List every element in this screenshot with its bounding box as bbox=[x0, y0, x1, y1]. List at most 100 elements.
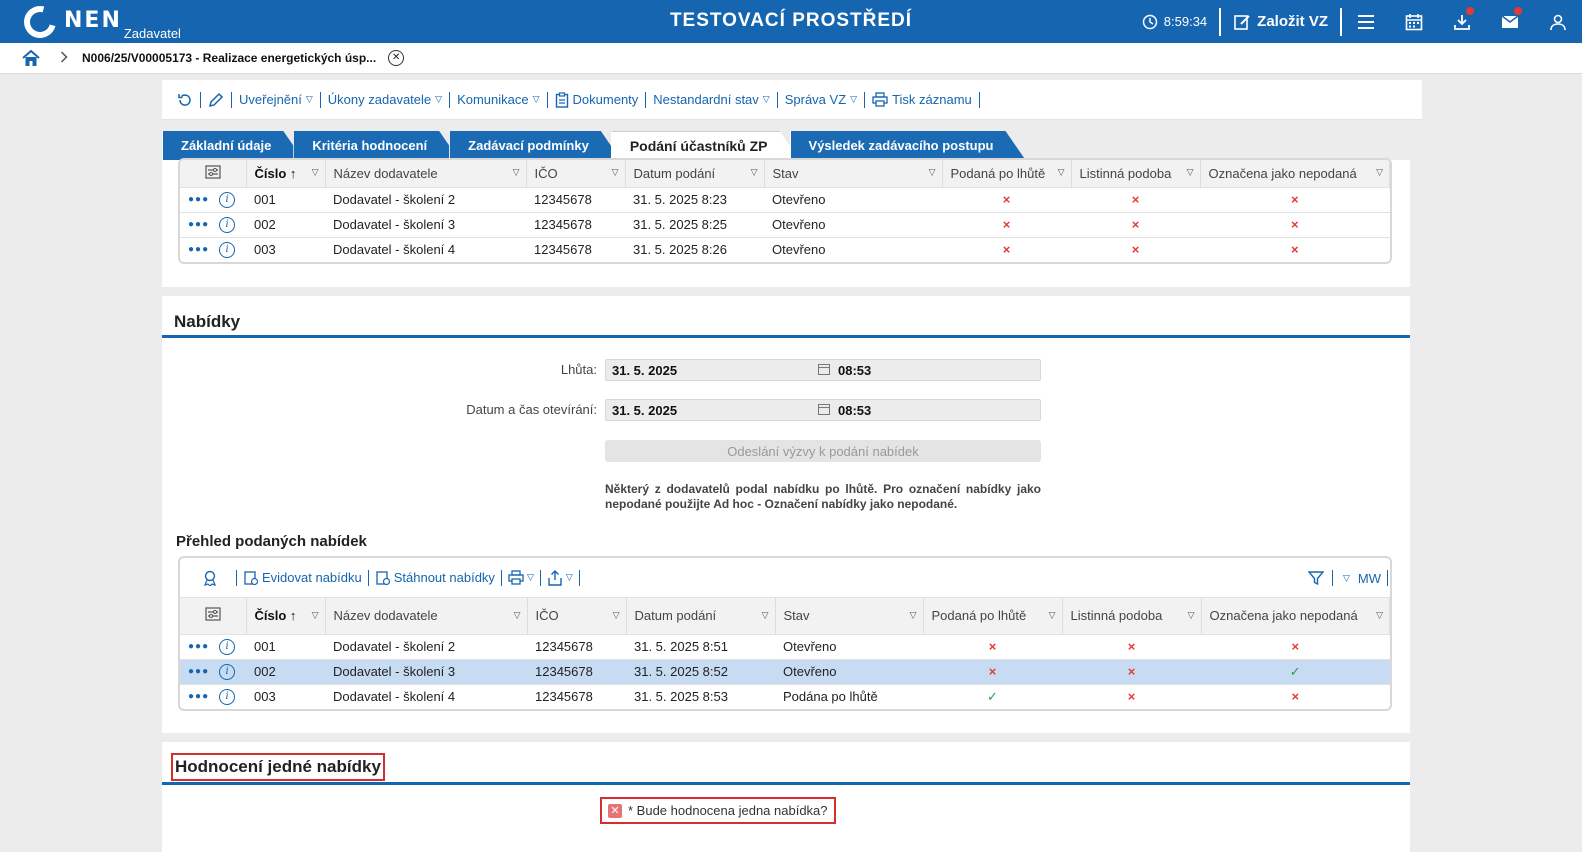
filter-icon[interactable]: ▽ bbox=[311, 610, 319, 620]
documents-button[interactable]: Dokumenty bbox=[548, 91, 647, 108]
column-state[interactable]: Stav ▽ bbox=[764, 160, 943, 187]
mw-menu[interactable]: ▽ MW bbox=[1333, 570, 1388, 586]
filter-icon[interactable]: ▽ bbox=[909, 610, 917, 620]
calendar-button[interactable] bbox=[1390, 0, 1438, 43]
tab-participant-submissions[interactable]: Podání účastníků ZP bbox=[611, 131, 800, 160]
award-icon bbox=[203, 570, 217, 586]
filter-icon[interactable]: ▽ bbox=[1187, 610, 1195, 620]
column-late[interactable]: Podaná po lhůtě ▽ bbox=[942, 160, 1072, 187]
breadcrumb-contract[interactable]: N006/25/V00005173 - Realizace energetick… bbox=[82, 51, 377, 65]
download-offers-button[interactable]: Stáhnout nabídky bbox=[369, 569, 502, 586]
nen-logo[interactable]: NEN Zadavatel bbox=[18, 0, 181, 44]
management-menu[interactable]: Správa VZ ▽ bbox=[778, 91, 866, 108]
tab-basic-info[interactable]: Základní údaje bbox=[162, 131, 303, 160]
row-menu-icon[interactable]: ●●● bbox=[188, 691, 210, 703]
column-number[interactable]: Číslo ↑ ▽ bbox=[246, 160, 326, 187]
filter-icon[interactable]: ▽ bbox=[311, 167, 319, 177]
communication-menu[interactable]: Komunikace ▽ bbox=[450, 91, 548, 108]
refresh-button[interactable] bbox=[170, 91, 201, 108]
filter-icon[interactable]: ▽ bbox=[513, 610, 521, 620]
actions-toolbar: Uveřejnění ▽ Úkony zadavatele ▽ Komunikace… bbox=[162, 80, 1422, 120]
acts-menu[interactable]: Úkony zadavatele ▽ bbox=[321, 91, 451, 108]
cross-icon: × bbox=[1127, 664, 1136, 679]
edit-button[interactable] bbox=[201, 91, 232, 108]
downloads-button[interactable] bbox=[1438, 0, 1486, 43]
column-late[interactable]: Podaná po lhůtě ▽ bbox=[923, 598, 1063, 634]
deadline-row: Lhůta: 31. 5. 2025 08:53 bbox=[162, 359, 1410, 381]
filter-button[interactable] bbox=[1300, 570, 1333, 586]
calendar-icon[interactable] bbox=[818, 363, 830, 378]
table-row[interactable]: ●●● i 003 Dodavatel - školení 4 12345678 … bbox=[180, 683, 1390, 709]
column-date[interactable]: Datum podání ▽ bbox=[625, 160, 765, 187]
column-supplier[interactable]: Název dodavatele ▽ bbox=[325, 160, 527, 187]
nonstandard-menu[interactable]: Nestandardní stav ▽ bbox=[646, 91, 778, 108]
table-row[interactable]: ●●● i 001 Dodavatel - školení 2 12345678 … bbox=[180, 186, 1390, 212]
send-invitation-button[interactable]: Odeslání výzvy k podání nabídek bbox=[605, 440, 1041, 462]
tab-tender-conditions[interactable]: Zadávací podmínky bbox=[449, 131, 621, 160]
row-menu-icon[interactable]: ●●● bbox=[188, 641, 210, 652]
tab-procedure-result[interactable]: Výsledek zadávacího postupu bbox=[790, 131, 1026, 160]
info-icon[interactable]: i bbox=[219, 191, 236, 208]
row-menu-icon[interactable]: ●●● bbox=[188, 219, 210, 230]
messages-button[interactable] bbox=[1486, 0, 1534, 43]
export-icon bbox=[548, 569, 562, 586]
calendar-icon[interactable] bbox=[818, 403, 830, 418]
info-icon[interactable]: i bbox=[219, 241, 236, 258]
table-row[interactable]: ●●● i 001 Dodavatel - školení 2 12345678 … bbox=[180, 633, 1390, 659]
export-menu[interactable]: ▽ bbox=[541, 569, 580, 586]
filter-icon[interactable]: ▽ bbox=[1186, 167, 1194, 177]
row-menu-icon[interactable]: ●●● bbox=[188, 666, 210, 677]
column-ico[interactable]: IČO ▽ bbox=[526, 160, 626, 187]
column-settings[interactable] bbox=[180, 598, 247, 634]
filter-icon[interactable]: ▽ bbox=[512, 167, 520, 177]
info-icon[interactable]: i bbox=[219, 688, 236, 705]
logo-text: NEN bbox=[64, 8, 122, 33]
create-contract-button[interactable]: Založit VZ bbox=[1221, 13, 1340, 31]
info-icon[interactable]: i bbox=[219, 663, 236, 680]
column-ico[interactable]: IČO ▽ bbox=[527, 598, 627, 634]
filter-icon[interactable]: ▽ bbox=[1048, 610, 1056, 620]
home-button[interactable] bbox=[22, 49, 40, 67]
column-marked[interactable]: Označena jako nepodaná ▽ bbox=[1201, 598, 1390, 634]
filter-icon[interactable]: ▽ bbox=[928, 167, 936, 177]
opening-field[interactable]: 31. 5. 2025 08:53 bbox=[605, 399, 1041, 421]
column-paper[interactable]: Listinná podoba ▽ bbox=[1062, 598, 1202, 634]
single-offer-checkbox[interactable]: ✕ * Bude hodnocena jedna nabídka? bbox=[600, 797, 836, 824]
column-state[interactable]: Stav ▽ bbox=[775, 598, 924, 634]
table-header: Číslo ↑ ▽ Název dodavatele ▽ IČO ▽ Datum po… bbox=[180, 598, 1390, 634]
filter-icon[interactable]: ▽ bbox=[750, 167, 758, 177]
print-menu[interactable]: ▽ bbox=[502, 569, 541, 586]
deadline-time: 08:53 bbox=[838, 363, 872, 378]
publish-menu[interactable]: Uveřejnění ▽ bbox=[232, 91, 321, 108]
info-icon[interactable]: i bbox=[219, 638, 236, 655]
menu-button[interactable] bbox=[1342, 0, 1390, 43]
filter-icon[interactable]: ▽ bbox=[1057, 167, 1065, 177]
tab-evaluation-criteria[interactable]: Kritéria hodnocení bbox=[293, 131, 459, 160]
info-icon[interactable]: i bbox=[219, 216, 236, 233]
column-marked[interactable]: Označena jako nepodaná ▽ bbox=[1200, 160, 1390, 187]
user-button[interactable] bbox=[1534, 0, 1582, 43]
table-row-selected[interactable]: ●●● i 002 Dodavatel - školení 3 12345678 … bbox=[180, 658, 1390, 684]
filter-icon[interactable]: ▽ bbox=[1376, 167, 1383, 177]
print-record-button[interactable]: Tisk záznamu bbox=[865, 91, 980, 108]
column-settings[interactable] bbox=[180, 160, 247, 187]
cell-ico: 12345678 bbox=[526, 236, 625, 262]
row-menu-icon[interactable]: ●●● bbox=[188, 244, 210, 256]
table-row[interactable]: ●●● i 002 Dodavatel - školení 3 12345678 … bbox=[180, 211, 1390, 237]
filter-icon[interactable]: ▽ bbox=[611, 167, 619, 177]
column-paper[interactable]: Listinná podoba ▽ bbox=[1071, 160, 1201, 187]
clock-icon bbox=[1142, 14, 1158, 29]
filter-icon[interactable]: ▽ bbox=[761, 610, 769, 620]
register-offer-button[interactable]: Evidovat nabídku bbox=[237, 569, 369, 586]
filter-icon[interactable]: ▽ bbox=[1376, 610, 1383, 620]
row-menu-icon[interactable]: ●●● bbox=[188, 194, 210, 205]
filter-icon[interactable]: ▽ bbox=[612, 610, 620, 620]
table-row[interactable]: ●●● i 003 Dodavatel - školení 4 12345678 … bbox=[180, 236, 1390, 262]
column-supplier[interactable]: Název dodavatele ▽ bbox=[325, 598, 528, 634]
cell-number: 002 bbox=[246, 658, 325, 684]
deadline-field[interactable]: 31. 5. 2025 08:53 bbox=[605, 359, 1041, 381]
column-date[interactable]: Datum podání ▽ bbox=[626, 598, 776, 634]
column-number[interactable]: Číslo ↑ ▽ bbox=[246, 598, 326, 634]
close-icon[interactable]: ✕ bbox=[388, 50, 405, 66]
award-button[interactable] bbox=[180, 569, 237, 586]
